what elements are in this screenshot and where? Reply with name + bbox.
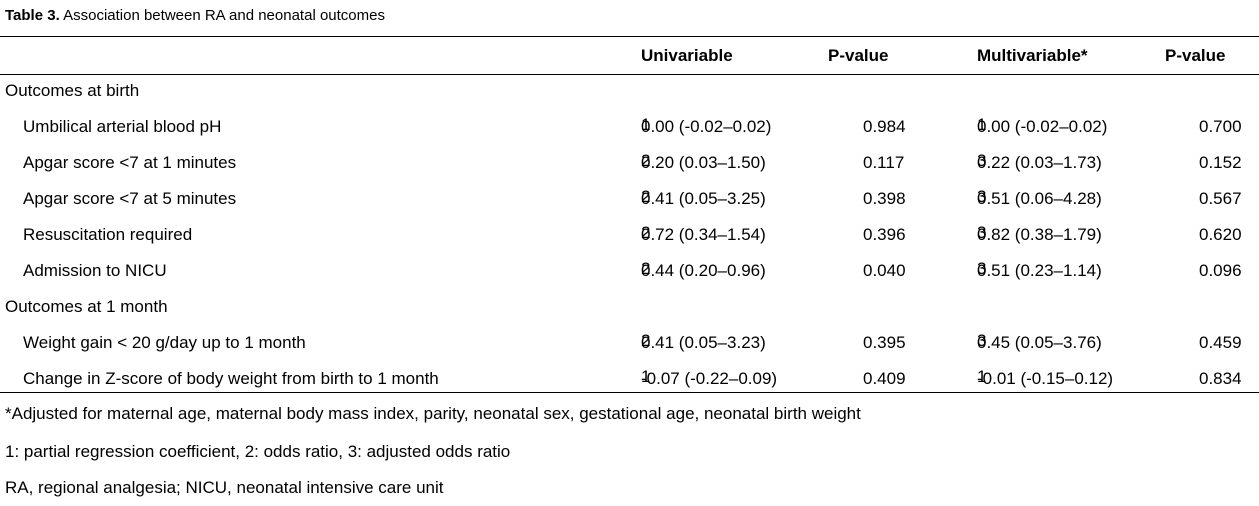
header-univariable: Univariable: [641, 46, 733, 65]
p-value-multivariable: 0.096: [1199, 261, 1242, 280]
row-label: Resuscitation required: [23, 225, 193, 244]
p-value-univariable: 0.040: [863, 261, 906, 280]
p-value-univariable: 0.409: [863, 369, 906, 388]
multivariable-footnote-marker: 3: [977, 331, 987, 350]
multivariable-footnote-marker: 3: [977, 223, 987, 242]
row-label: Umbilical arterial blood pH: [23, 117, 222, 136]
multivariable-footnote-marker: 1: [977, 115, 987, 134]
univariable-estimate: 0.20 (0.03–1.50): [641, 153, 766, 172]
table-caption: Table 3. Association between RA and neon…: [5, 7, 385, 24]
univariable-footnote-marker: 2: [641, 151, 651, 170]
univariable-estimate: 0.00 (-0.02–0.02): [641, 117, 772, 136]
multivariable-estimate: 0.45 (0.05–3.76): [977, 333, 1102, 352]
row-label: Weight gain < 20 g/day up to 1 month: [23, 333, 306, 352]
univariable-footnote-marker: 2: [641, 223, 651, 242]
row-label: Admission to NICU: [23, 261, 167, 280]
section-title: Outcomes at 1 month: [5, 297, 168, 316]
multivariable-estimate: -0.01 (-0.15–0.12): [977, 369, 1114, 388]
p-value-multivariable: 0.152: [1199, 153, 1242, 172]
multivariable-footnote-marker: 3: [977, 151, 987, 170]
row-label: Apgar score <7 at 1 minutes: [23, 153, 237, 172]
p-value-multivariable: 0.459: [1199, 333, 1242, 352]
multivariable-estimate: 0.82 (0.38–1.79): [977, 225, 1102, 244]
top-rule: [0, 36, 1259, 37]
bottom-rule: [0, 392, 1259, 393]
univariable-estimate: 0.44 (0.20–0.96): [641, 261, 766, 280]
univariable-estimate: 0.72 (0.34–1.54): [641, 225, 766, 244]
univariable-estimate: 0.41 (0.05–3.25): [641, 189, 766, 208]
multivariable-footnote-marker: 1: [977, 367, 987, 386]
table-number: Table 3.: [5, 7, 60, 24]
univariable-footnote-marker: 2: [641, 331, 651, 350]
section-title: Outcomes at birth: [5, 81, 140, 100]
multivariable-estimate: 0.51 (0.23–1.14): [977, 261, 1102, 280]
univariable-estimate: 0.41 (0.05–3.23): [641, 333, 766, 352]
header-p-value-2: P-value: [1165, 46, 1226, 65]
footnote-abbreviations: RA, regional analgesia; NICU, neonatal i…: [5, 478, 444, 497]
multivariable-estimate: 0.00 (-0.02–0.02): [977, 117, 1108, 136]
p-value-univariable: 0.395: [863, 333, 906, 352]
p-value-multivariable: 0.620: [1199, 225, 1242, 244]
header-multivariable: Multivariable*: [977, 46, 1088, 65]
univariable-footnote-marker: 1: [641, 115, 651, 134]
row-label: Change in Z-score of body weight from bi…: [23, 369, 439, 388]
table-title: Association between RA and neonatal outc…: [63, 7, 385, 24]
multivariable-footnote-marker: 3: [977, 187, 987, 206]
univariable-footnote-marker: 1: [641, 367, 651, 386]
p-value-multivariable: 0.834: [1199, 369, 1242, 388]
multivariable-estimate: 0.22 (0.03–1.73): [977, 153, 1102, 172]
multivariable-estimate: 0.51 (0.06–4.28): [977, 189, 1102, 208]
p-value-univariable: 0.398: [863, 189, 906, 208]
univariable-estimate: -0.07 (-0.22–0.09): [641, 369, 778, 388]
footnote-adjusted: *Adjusted for maternal age, maternal bod…: [5, 404, 861, 423]
univariable-footnote-marker: 2: [641, 187, 651, 206]
multivariable-footnote-marker: 3: [977, 259, 987, 278]
p-value-univariable: 0.984: [863, 117, 906, 136]
p-value-multivariable: 0.700: [1199, 117, 1242, 136]
p-value-univariable: 0.396: [863, 225, 906, 244]
header-p-value-1: P-value: [828, 46, 889, 65]
p-value-univariable: 0.117: [863, 153, 905, 172]
row-label: Apgar score <7 at 5 minutes: [23, 189, 237, 208]
p-value-multivariable: 0.567: [1199, 189, 1242, 208]
footnote-superscripts: 1: partial regression coefficient, 2: od…: [5, 442, 511, 461]
univariable-footnote-marker: 2: [641, 259, 651, 278]
header-rule: [0, 74, 1259, 75]
